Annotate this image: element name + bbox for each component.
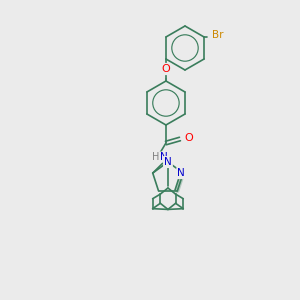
Text: Br: Br	[212, 30, 224, 40]
Text: N: N	[164, 157, 172, 167]
Text: H: H	[152, 152, 160, 162]
Text: O: O	[184, 133, 193, 143]
Text: O: O	[162, 64, 170, 74]
Text: N: N	[160, 152, 168, 162]
Text: N: N	[177, 168, 185, 178]
